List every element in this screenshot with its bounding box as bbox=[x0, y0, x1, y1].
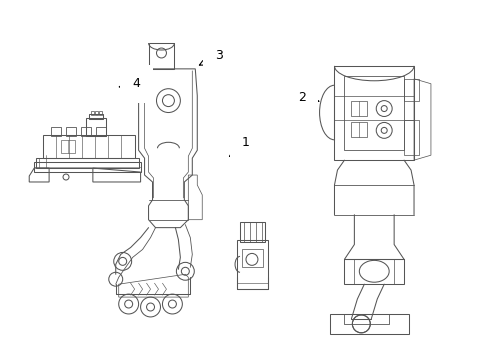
Text: 1: 1 bbox=[229, 136, 249, 156]
Text: 2: 2 bbox=[297, 91, 318, 104]
Text: 4: 4 bbox=[119, 77, 140, 90]
Text: 3: 3 bbox=[199, 49, 223, 65]
